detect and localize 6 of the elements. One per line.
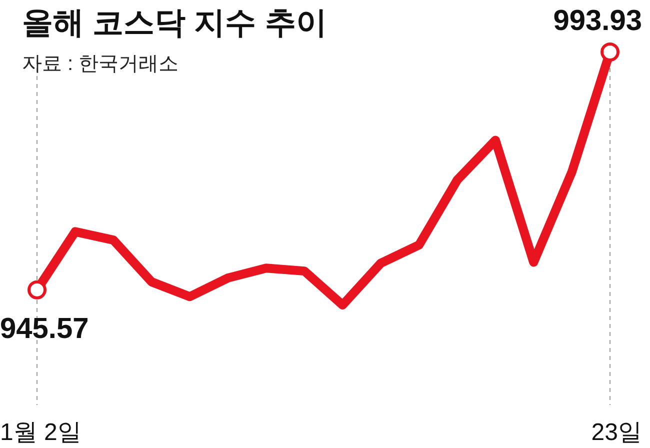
x-tick-label: 23일	[591, 419, 642, 446]
chart-title: 올해 코스닥 지수 추이	[22, 5, 327, 40]
chart-subtitle: 자료 : 한국거래소	[22, 53, 179, 75]
data-label: 945.57	[0, 312, 89, 345]
data-label: 993.93	[553, 5, 642, 37]
x-tick-label: 1월 2일	[0, 419, 82, 446]
